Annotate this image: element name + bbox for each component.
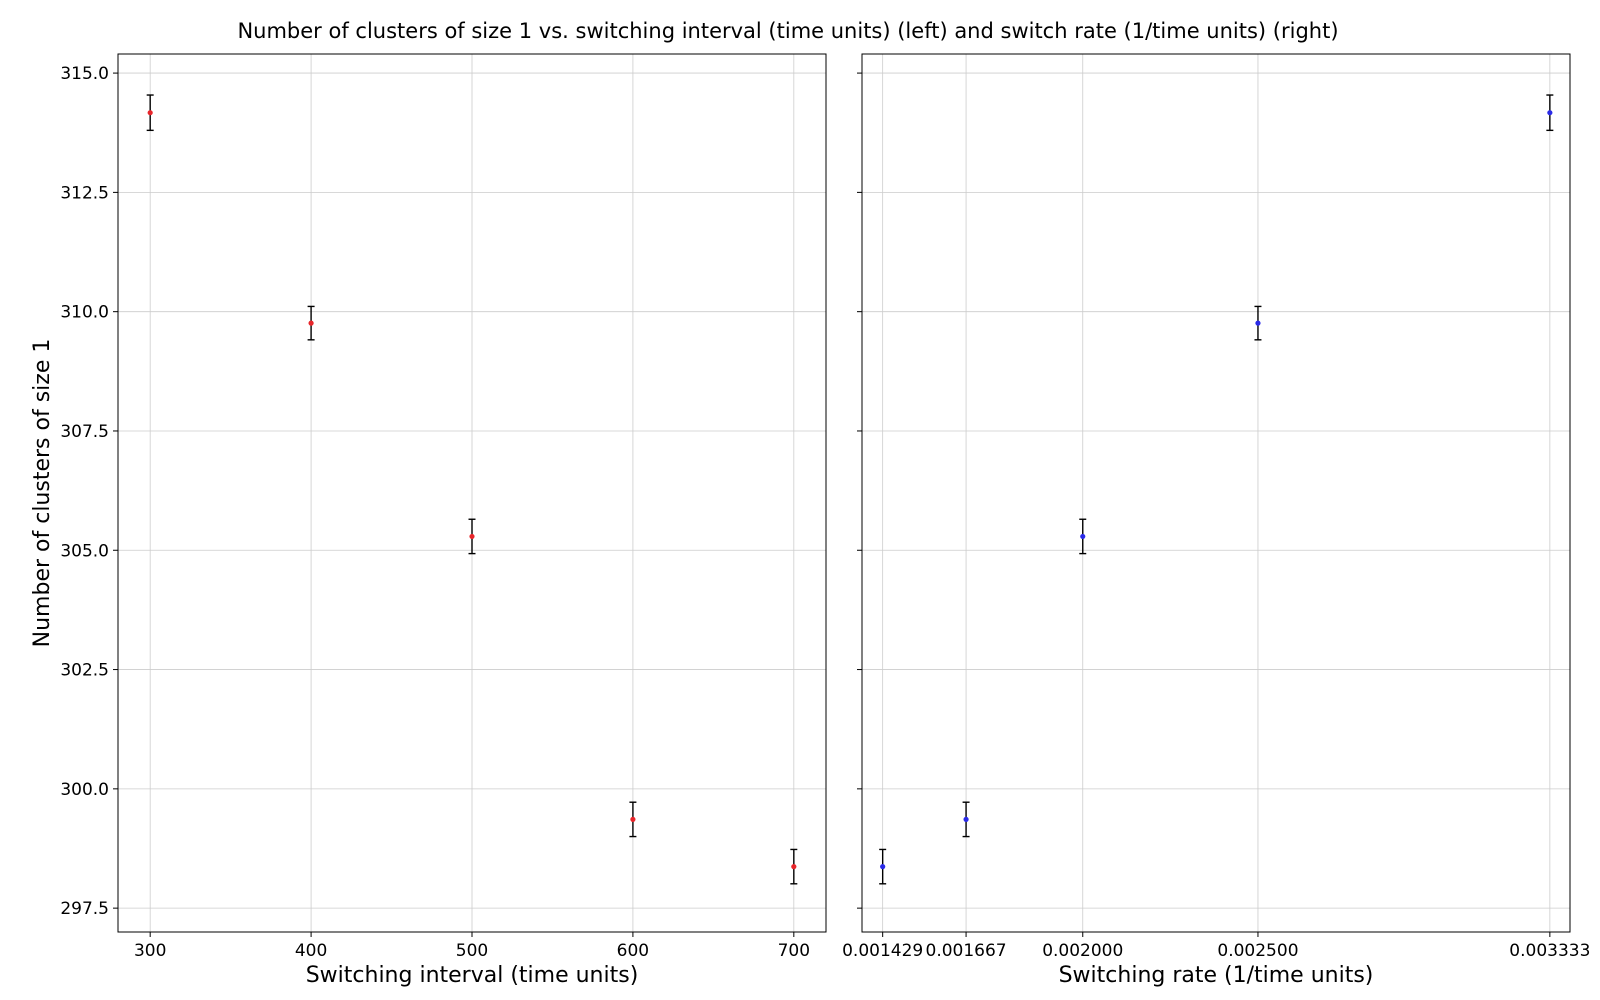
y-tick-label: 307.5 [60,422,109,442]
y-tick-label: 315.0 [60,64,109,84]
y-tick-label: 302.5 [60,661,109,681]
right-data-point [1547,110,1553,116]
right-axes-frame [861,53,1571,933]
left-x-tick-label: 700 [778,941,810,961]
right-ticks: 0.001429 0.001667 0.002000 0.002500 0.003333 [842,72,1590,961]
left-ticks: 300 400 500 600 700 297.5 300.0 302.5 305.0 307.5… [60,64,810,961]
right-x-tick-label: 0.002000 [1042,941,1123,961]
right-data-point [1080,533,1086,540]
right-data-point [880,864,886,870]
left-x-tick-label: 300 [134,941,166,961]
right-points [880,110,1553,870]
figure-title: Number of clusters of size 1 vs. switchi… [237,19,1338,43]
y-tick-label: 312.5 [60,183,109,203]
left-x-axis-label: Switching interval (time units) [306,963,639,988]
y-tick-label: 305.0 [60,541,109,561]
left-x-tick-label: 400 [295,941,327,961]
right-error-bars [879,94,1554,885]
y-tick-label: 310.0 [60,303,109,323]
right-x-tick-label: 0.002500 [1217,941,1298,961]
right-x-axis-label: Switching rate (1/time units) [1059,963,1374,988]
y-tick-label: 300.0 [60,780,109,800]
left-x-tick-label: 600 [617,941,649,961]
right-x-tick-label: 0.001429 [842,941,923,961]
left-axes-frame [117,53,827,933]
left-data-point [308,320,314,326]
left-data-point [147,110,153,116]
right-grid [862,54,1570,932]
y-tick-label: 297.5 [60,899,109,919]
left-data-point [791,864,797,870]
left-x-tick-label: 500 [456,941,488,961]
left-subplot: 300 400 500 600 700 297.5 300.0 302.5 305.0 307.5… [30,53,827,988]
right-subplot: 0.001429 0.001667 0.002000 0.002500 0.003333… [842,53,1590,988]
left-points [147,110,797,870]
y-axis-label: Number of clusters of size 1 [30,339,55,648]
left-grid [118,54,826,932]
left-data-point [630,816,636,822]
left-data-point [469,533,475,540]
right-x-tick-label: 0.003333 [1509,941,1590,961]
right-x-tick-label: 0.001667 [926,941,1007,961]
right-data-point [963,816,969,822]
right-data-point [1255,320,1261,326]
